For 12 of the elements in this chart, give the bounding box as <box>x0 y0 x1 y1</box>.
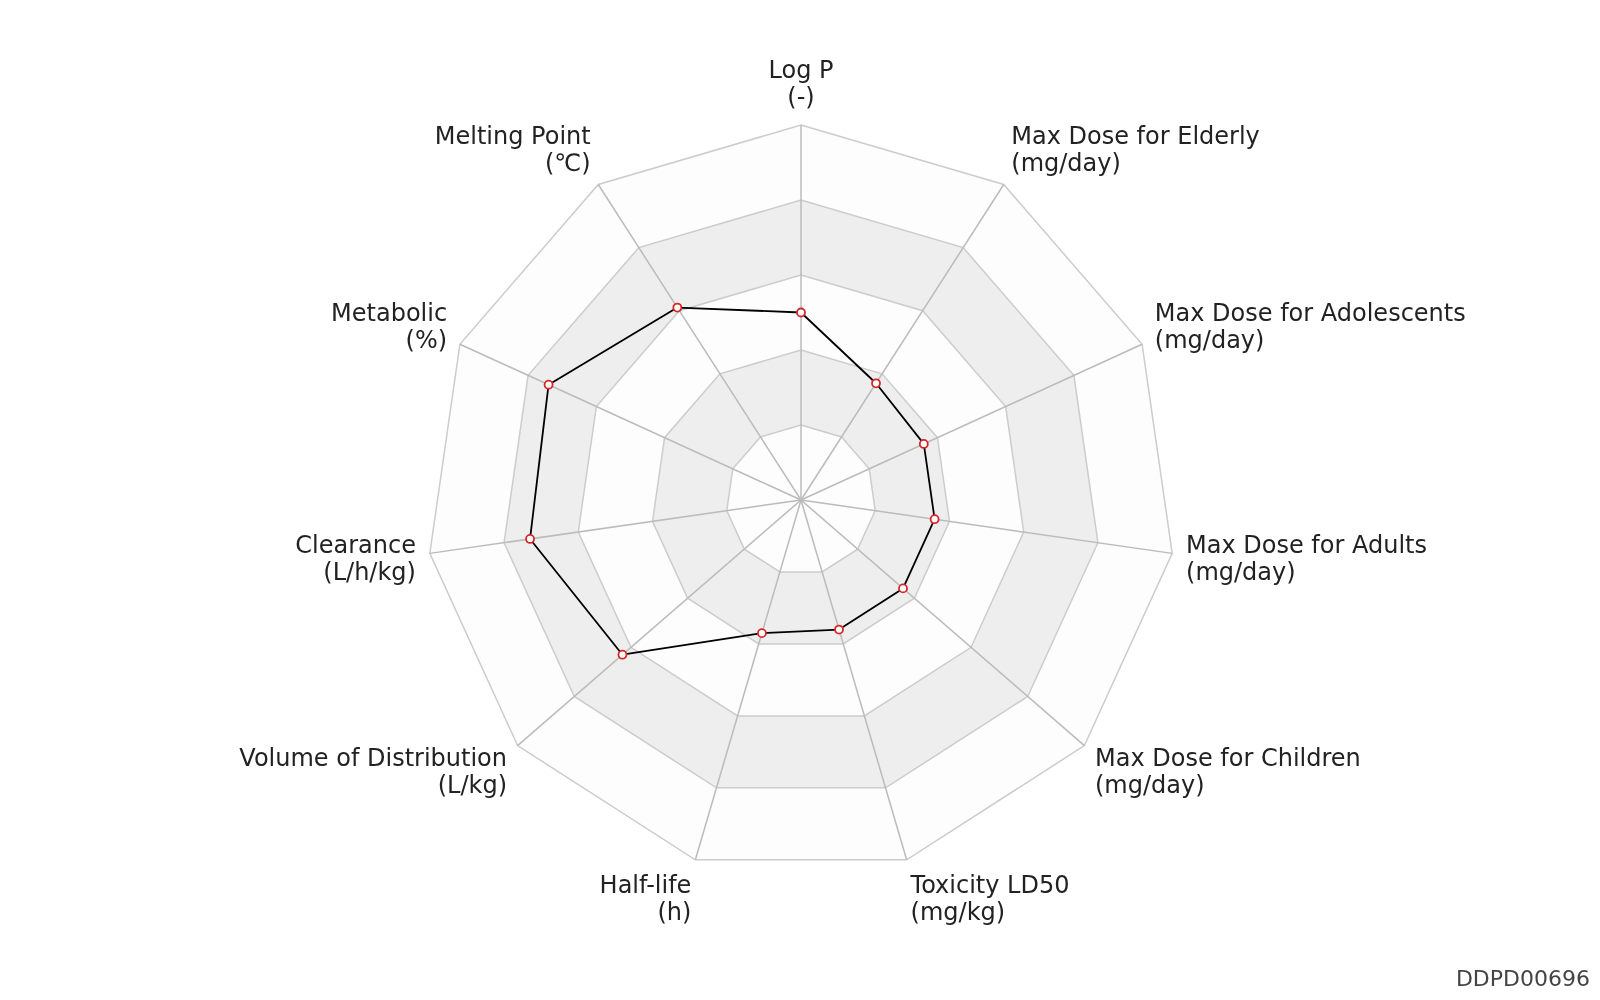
spoke-label: Max Dose for Adolescents (mg/day) <box>1154 299 1466 355</box>
spoke-label: Max Dose for Children (mg/day) <box>1094 744 1361 800</box>
spoke-label: Volume of Distribution (L/kg) <box>239 744 508 800</box>
spoke-label: Clearance (L/h/kg) <box>295 531 416 587</box>
spoke-label: Log P (-) <box>768 56 834 111</box>
spoke-label: Max Dose for Elderly (mg/day) <box>1011 122 1260 178</box>
spoke-label: Toxicity LD50 (mg/kg) <box>909 871 1070 927</box>
spoke-label: Metabolic (%) <box>331 299 448 355</box>
spoke-label: Max Dose for Adults (mg/day) <box>1186 531 1428 587</box>
text: DDPD00696 <box>1455 966 1590 991</box>
spoke-label: Half-life (h) <box>599 871 692 927</box>
spoke-label: Melting Point (℃) <box>434 122 591 178</box>
